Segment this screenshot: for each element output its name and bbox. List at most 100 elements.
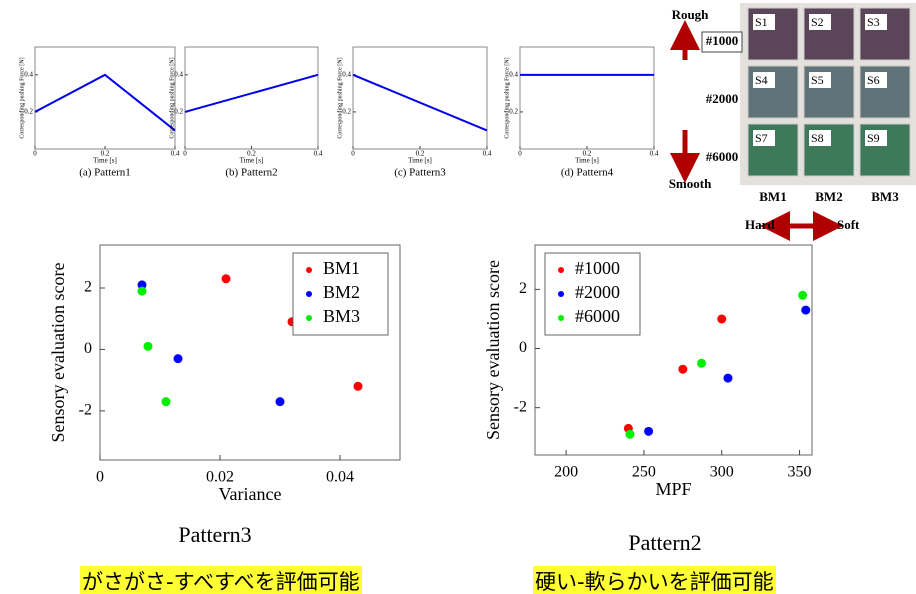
- y-tick-label: 0.2: [24, 108, 33, 116]
- point: [354, 382, 363, 391]
- y-axis-label: Sensory evaluation score: [483, 260, 503, 440]
- sample-label: S7: [755, 131, 768, 145]
- y-axis-label: Corresponding pushing Force [N]: [337, 57, 343, 138]
- legend-label: #1000: [575, 258, 620, 278]
- sample-label: S3: [867, 15, 880, 29]
- point: [798, 291, 807, 300]
- legend-label: BM3: [323, 306, 360, 326]
- sample-label: S8: [811, 131, 824, 145]
- y-tick-label: 0: [84, 340, 92, 357]
- legend-label: #2000: [575, 282, 620, 302]
- smooth-label: Smooth: [669, 176, 712, 191]
- x-tick-label: 0.4: [314, 150, 323, 158]
- point: [276, 397, 285, 406]
- x-axis-label: Variance: [219, 484, 282, 504]
- x-tick-label: 200: [554, 464, 578, 481]
- x-tick-label: 0: [183, 150, 187, 158]
- x-tick-label: 0.4: [650, 150, 659, 158]
- legend-swatch: [306, 267, 312, 273]
- material-label: BM3: [871, 189, 899, 204]
- point: [723, 374, 732, 383]
- y-tick-label: -2: [514, 398, 527, 415]
- y-tick-label: 0.4: [342, 70, 351, 78]
- point: [222, 274, 231, 283]
- x-axis-label: Time [s]: [575, 157, 599, 165]
- rough-label: Rough: [672, 7, 710, 22]
- caption: (d) Pattern4: [561, 167, 614, 179]
- legend-swatch: [306, 291, 312, 297]
- plot-frame: [520, 47, 654, 149]
- legend-swatch: [558, 291, 564, 297]
- x-tick-label: 0: [96, 469, 104, 486]
- point: [644, 427, 653, 436]
- legend-label: BM2: [323, 282, 360, 302]
- material-label: BM1: [759, 189, 786, 204]
- plot-frame: [35, 47, 175, 149]
- caption: Pattern2: [590, 530, 740, 556]
- x-tick-label: 0.04: [326, 469, 354, 486]
- material-label: BM2: [815, 189, 842, 204]
- note: 硬い-軟らかいを評価可能: [533, 566, 776, 594]
- sample-label: S1: [755, 15, 768, 29]
- legend-swatch: [558, 315, 564, 321]
- x-tick-label: 0: [33, 150, 37, 158]
- point: [174, 354, 183, 363]
- caption: (b) Pattern2: [225, 167, 277, 179]
- y-tick-label: 0: [519, 339, 527, 356]
- grit-label: #6000: [706, 149, 739, 164]
- point: [717, 314, 726, 323]
- caption: Pattern3: [140, 522, 290, 548]
- line: [353, 75, 487, 131]
- y-tick-label: 0.2: [509, 108, 518, 116]
- grit-label: #1000: [706, 33, 739, 48]
- y-tick-label: -2: [79, 402, 92, 419]
- hard-label: Hard: [745, 217, 775, 232]
- y-tick-label: 0.4: [24, 70, 33, 78]
- y-tick-label: 2: [519, 280, 527, 297]
- point: [625, 430, 634, 439]
- x-tick-label: 0: [518, 150, 522, 158]
- caption: (a) Pattern1: [79, 167, 131, 179]
- point: [678, 365, 687, 374]
- x-axis-label: Time [s]: [408, 157, 432, 165]
- x-tick-label: 0: [351, 150, 355, 158]
- point: [144, 342, 153, 351]
- y-tick-label: 0.4: [509, 70, 518, 78]
- point: [162, 397, 171, 406]
- x-axis-label: Time [s]: [240, 157, 264, 165]
- sample-label: S2: [811, 15, 824, 29]
- point: [801, 306, 810, 315]
- grit-label: #2000: [706, 91, 739, 106]
- sample-label: S9: [867, 131, 880, 145]
- x-tick-label: 0.4: [483, 150, 492, 158]
- plot-frame: [353, 47, 487, 149]
- point: [697, 359, 706, 368]
- point: [138, 287, 147, 296]
- line: [35, 75, 175, 131]
- y-axis-label: Corresponding pushing Force [N]: [19, 57, 25, 138]
- note: がさがさ-すべすべを評価可能: [80, 566, 362, 594]
- x-tick-label: 0.02: [206, 469, 234, 486]
- figure: 0 0.2 0.4 0.2 0.4 Time [s] Corresponding pushi…: [0, 0, 916, 594]
- y-axis-label: Corresponding pushing Force [N]: [169, 57, 175, 138]
- y-tick-label: 0.2: [342, 108, 351, 116]
- y-tick-label: 0.4: [174, 70, 183, 78]
- soft-label: Soft: [837, 217, 860, 232]
- x-tick-label: 0.4: [171, 150, 180, 158]
- y-axis-label: Corresponding pushing Force [N]: [504, 57, 510, 138]
- sample-label: S6: [867, 73, 880, 87]
- y-tick-label: 2: [84, 279, 92, 296]
- x-axis-label: MPF: [655, 479, 691, 499]
- legend-swatch: [306, 315, 312, 321]
- sample-label: S4: [755, 73, 768, 87]
- x-tick-label: 350: [788, 464, 812, 481]
- x-tick-label: 300: [710, 464, 734, 481]
- legend-swatch: [558, 267, 564, 273]
- slide: 0 0.2 0.4 0.2 0.4 Time [s] Corresponding pushi…: [0, 0, 916, 594]
- legend-label: #6000: [575, 306, 620, 326]
- x-axis-label: Time [s]: [93, 157, 117, 165]
- legend-label: BM1: [323, 258, 360, 278]
- y-tick-label: 0.2: [174, 108, 183, 116]
- plot-frame: [185, 47, 318, 149]
- line: [185, 75, 318, 112]
